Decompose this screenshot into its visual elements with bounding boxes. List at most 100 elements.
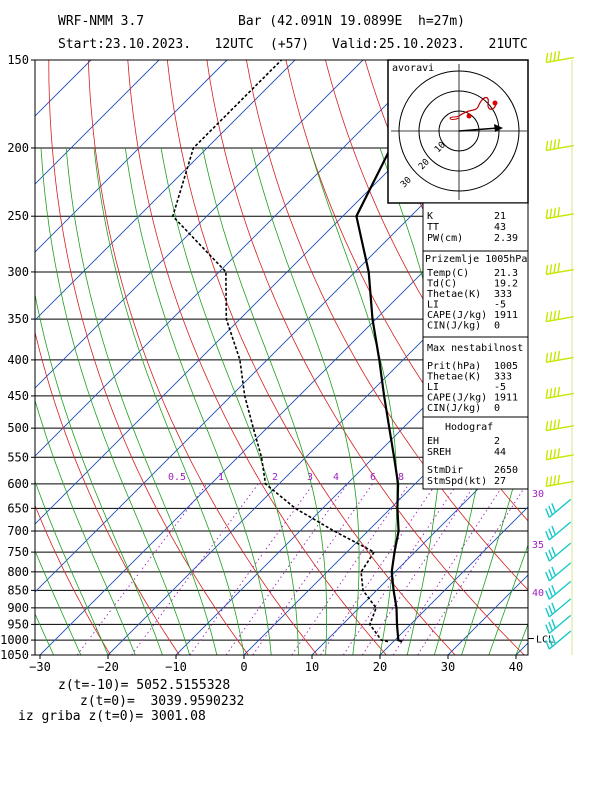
wind-barb (545, 386, 574, 400)
isotherm-line (35, 60, 228, 253)
isotherm-line (243, 370, 528, 655)
isotherm-line (35, 60, 296, 321)
y-tick-label: 700 (7, 524, 29, 538)
theta-e-label: 30 (532, 489, 544, 500)
wind-barb (545, 262, 574, 276)
y-tick-label: 400 (7, 353, 29, 367)
surface-row-name: LI (427, 300, 439, 311)
height-t-zero: z(t=0)= 3039.9590232 (80, 694, 245, 709)
wind-barb (545, 562, 572, 582)
wind-barb (545, 521, 572, 541)
wind-barb (545, 630, 572, 650)
max-row-name: CIN(J/kg) (427, 403, 481, 414)
wind-barb (545, 598, 572, 618)
mixing-ratio-label: 1 (218, 472, 224, 483)
max-row-value: 0 (494, 403, 500, 414)
mixing-ratio-line (189, 483, 314, 655)
max-row-value: 1005 (494, 361, 518, 372)
x-tick-label: 30 (441, 660, 455, 674)
mixing-ratio-line (291, 483, 410, 655)
mixing-ratio-line (131, 483, 259, 655)
mixing-ratio-label: 4 (333, 472, 339, 483)
surface-row-value: 0 (494, 321, 500, 332)
dry-adiabat-line (35, 330, 180, 655)
mixing-ratio-line (362, 483, 476, 655)
moist-adiabat-line (40, 147, 190, 655)
surface-row-value: 1911 (494, 310, 518, 321)
x-tick-label: 20 (373, 660, 387, 674)
isotherm-line (311, 438, 528, 655)
isotherm-line (35, 60, 160, 185)
index-row-value: 43 (494, 222, 506, 233)
y-tick-label: 1000 (0, 633, 29, 647)
wind-barb (545, 542, 572, 562)
surface-block-title: Prizemlje 1005hPa (425, 254, 527, 265)
index-row-value: 2.39 (494, 233, 518, 244)
max-row-name: Prit(hPa) (427, 361, 481, 372)
y-tick-label: 150 (7, 53, 29, 67)
hodograph-inset: avoravi 10 20 30 (387, 59, 529, 204)
surface-row-value: 21.3 (494, 268, 518, 279)
dry-adiabat-line (325, 60, 528, 452)
mixing-ratio-line (417, 483, 528, 655)
max-row-value: -5 (494, 382, 506, 393)
max-block-title: Max nestabilnost (427, 343, 523, 354)
surface-row-name: Temp(C) (427, 268, 469, 279)
y-tick-label: 350 (7, 312, 29, 326)
x-tick-label: 0 (240, 660, 247, 674)
moist-adiabat-line (35, 398, 136, 655)
station-title: Bar (42.091N 19.0899E h=27m) (238, 14, 465, 29)
hodograph-trace (458, 97, 497, 117)
height-t-minus-10: z(t=-10)= 5052.5155328 (58, 678, 231, 693)
y-tick-label: 1050 (0, 648, 29, 662)
y-tick-label: 300 (7, 265, 29, 279)
stability-panel: K 21 TT 43 PW(cm) 2.39 Prizemlje 1005hPa Temp(C… (422, 202, 529, 490)
surface-row-value: 333 (494, 289, 512, 300)
dry-adiabat-line (522, 60, 528, 72)
isotherm-line (584, 60, 600, 655)
mixing-ratio-label: 0.5 (168, 472, 186, 483)
dry-adiabat-line (127, 60, 387, 655)
index-row-name: TT (427, 222, 439, 233)
hodo-row-name: StmDir (427, 465, 463, 476)
mixing-ratio-label: 2 (272, 472, 278, 483)
moist-adiabat-line (35, 480, 109, 655)
surface-row-value: 19.2 (494, 279, 518, 290)
hodo-row-value: 27 (494, 476, 506, 487)
mixing-ratio-line (392, 483, 505, 655)
mixing-ratio-line (320, 483, 437, 655)
max-row-value: 1911 (494, 393, 518, 404)
storm-motion-arrow (458, 127, 499, 132)
wind-barb (545, 498, 572, 518)
max-row-value: 333 (494, 372, 512, 383)
hodo-point-a (466, 113, 472, 119)
model-title: WRF-NMM 3.7 (58, 14, 145, 29)
index-row-name: K (427, 211, 433, 222)
hodo-row-value: 44 (494, 447, 506, 458)
moist-adiabat-line (251, 147, 360, 655)
run-start: Start:23.10.2023. 12UTC (58, 37, 254, 52)
theta-e-label: 35 (532, 540, 544, 551)
y-tick-label: 650 (7, 501, 29, 515)
wind-barb (545, 350, 574, 364)
x-tick-label: 40 (509, 660, 523, 674)
y-tick-label: 900 (7, 601, 29, 615)
max-row-name: LI (427, 382, 439, 393)
mixing-ratio-line (225, 483, 348, 655)
temperature-profile (355, 60, 463, 643)
wind-barb (545, 207, 574, 220)
mixing-ratio-line (76, 483, 208, 655)
hodograph-label: avoravi (392, 63, 434, 74)
wind-barb (545, 448, 574, 461)
surface-row-value: -5 (494, 300, 506, 311)
isotherm-line (39, 166, 528, 655)
dry-adiabat-line (48, 60, 249, 655)
isotherm-line (35, 60, 432, 457)
y-tick-label: 500 (7, 421, 29, 435)
y-tick-label: 950 (7, 617, 29, 631)
wind-barb (545, 50, 574, 64)
moist-adiabat-line (65, 147, 218, 655)
moist-adiabat-line (35, 292, 163, 655)
wind-barb (545, 418, 574, 432)
y-tick-label: 600 (7, 477, 29, 491)
